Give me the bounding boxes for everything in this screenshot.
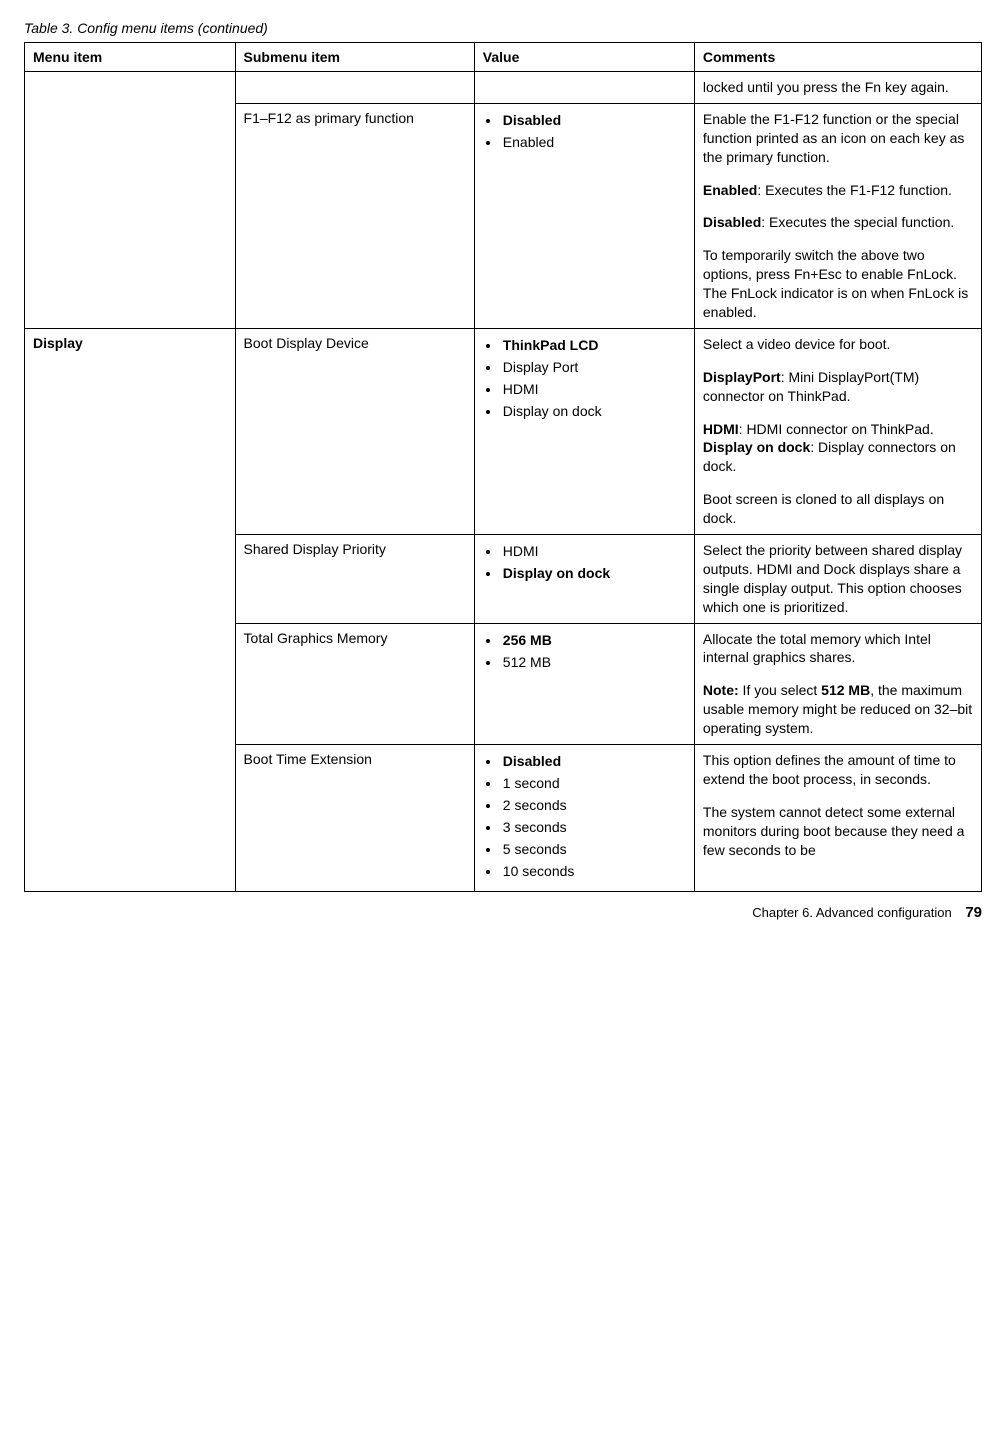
cell-submenu-empty <box>235 72 474 104</box>
comment-text: Enable the F1-F12 function or the specia… <box>703 110 973 167</box>
value-item: ThinkPad LCD <box>501 337 686 353</box>
cell-submenu: F1–F12 as primary function <box>235 103 474 328</box>
config-table: Menu item Submenu item Value Comments lo… <box>24 42 982 892</box>
cell-comments: locked until you press the Fn key again. <box>694 72 981 104</box>
cell-value: HDMI Display on dock <box>474 535 694 624</box>
header-comments: Comments <box>694 43 981 72</box>
cell-submenu: Boot Display Device <box>235 328 474 534</box>
cell-comments: Select a video device for boot. DisplayP… <box>694 328 981 534</box>
cell-value: 256 MB 512 MB <box>474 623 694 744</box>
cell-submenu: Total Graphics Memory <box>235 623 474 744</box>
footer-page-number: 79 <box>965 904 982 921</box>
comment-text: Note: If you select 512 MB, the maximum … <box>703 681 973 738</box>
cell-value: Disabled 1 second 2 seconds 3 seconds 5 … <box>474 745 694 892</box>
cell-value-empty <box>474 72 694 104</box>
value-item: Display on dock <box>501 565 686 581</box>
header-submenu-item: Submenu item <box>235 43 474 72</box>
cell-menu-display: Display <box>25 328 236 891</box>
header-menu-item: Menu item <box>25 43 236 72</box>
cell-menu-empty <box>25 72 236 329</box>
value-item: Display on dock <box>501 403 686 419</box>
comment-text: DisplayPort: Mini DisplayPort(TM) connec… <box>703 368 973 406</box>
value-item: 512 MB <box>501 654 686 670</box>
value-item: 10 seconds <box>501 863 686 879</box>
cell-comments: Allocate the total memory which Intel in… <box>694 623 981 744</box>
value-item: Enabled <box>501 134 686 150</box>
comment-text: The system cannot detect some external m… <box>703 803 973 860</box>
value-item: 3 seconds <box>501 819 686 835</box>
value-item: 5 seconds <box>501 841 686 857</box>
comment-text: Enabled: Executes the F1-F12 function. <box>703 181 973 200</box>
table-row: Display Boot Display Device ThinkPad LCD… <box>25 328 982 534</box>
value-item: Disabled <box>501 753 686 769</box>
page-footer: Chapter 6. Advanced configuration 79 <box>24 904 982 921</box>
comment-text: HDMI: HDMI connector on ThinkPad. <box>703 420 973 439</box>
comment-text: locked until you press the Fn key again. <box>703 78 973 97</box>
value-item: HDMI <box>501 543 686 559</box>
footer-chapter: Chapter 6. Advanced configuration <box>752 905 951 920</box>
value-item: Display Port <box>501 359 686 375</box>
cell-value: ThinkPad LCD Display Port HDMI Display o… <box>474 328 694 534</box>
value-item: 256 MB <box>501 632 686 648</box>
comment-text: Allocate the total memory which Intel in… <box>703 630 973 668</box>
comment-text: This option defines the amount of time t… <box>703 751 973 789</box>
comment-text: Select the priority between shared displ… <box>703 541 973 617</box>
value-item: 1 second <box>501 775 686 791</box>
cell-comments: Enable the F1-F12 function or the specia… <box>694 103 981 328</box>
cell-value: Disabled Enabled <box>474 103 694 328</box>
comment-text: Select a video device for boot. <box>703 335 973 354</box>
comment-text: Boot screen is cloned to all displays on… <box>703 490 973 528</box>
table-caption: Table 3. Config menu items (continued) <box>24 20 982 36</box>
comment-text: Disabled: Executes the special function. <box>703 213 973 232</box>
table-row: locked until you press the Fn key again. <box>25 72 982 104</box>
value-item: Disabled <box>501 112 686 128</box>
header-value: Value <box>474 43 694 72</box>
comment-text: Display on dock: Display connectors on d… <box>703 438 973 476</box>
cell-comments: Select the priority between shared displ… <box>694 535 981 624</box>
cell-submenu: Shared Display Priority <box>235 535 474 624</box>
value-item: 2 seconds <box>501 797 686 813</box>
comment-text: To temporarily switch the above two opti… <box>703 246 973 322</box>
value-item: HDMI <box>501 381 686 397</box>
cell-submenu: Boot Time Extension <box>235 745 474 892</box>
cell-comments: This option defines the amount of time t… <box>694 745 981 892</box>
